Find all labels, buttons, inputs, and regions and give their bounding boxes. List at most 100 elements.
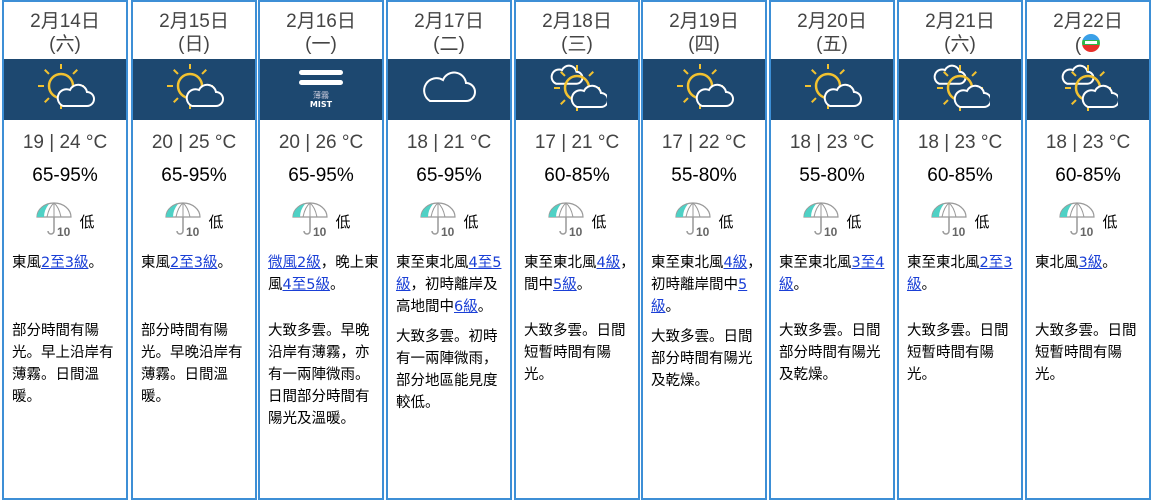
weekday-text: (日) [178, 34, 210, 55]
forecast-date: 2月16日 (一) [260, 10, 382, 56]
sun-cloud-icon [164, 62, 224, 116]
humidity-range: 65-95% [161, 165, 227, 186]
rain-probability-label: 低 [974, 212, 990, 231]
wind-force-link[interactable]: 2至3級 [41, 255, 89, 271]
rain-probability-label: 低 [79, 212, 95, 231]
humidity-range: 65-95% [416, 165, 482, 186]
rain-probability: 10 低 [899, 201, 1021, 241]
wind-text: 。 [88, 255, 103, 271]
wind-text: ，間中 [524, 255, 635, 293]
forecast-date: 2月14日 (六) [4, 10, 126, 56]
wind-force-link[interactable]: 4至5級 [282, 277, 330, 293]
svg-text:10: 10 [1080, 225, 1094, 239]
mist-icon: 薄霧 MIST [299, 70, 343, 109]
svg-text:10: 10 [569, 225, 583, 239]
umbrella-icon: 10 [674, 199, 714, 243]
rain-probability: 10 低 [260, 201, 382, 241]
weather-icon-band [516, 59, 638, 120]
wind-text: 。 [329, 277, 345, 293]
forecast-day-card: 2月21日 (六) 18 | 23 °C 60-85% 10 低 東至東北風2至3級… [897, 0, 1023, 500]
date-label: 2月19日 [669, 11, 739, 32]
weather-description: 大致多雲。日間短暫時間有陽光。 [1035, 323, 1137, 383]
mostly-cloudy-icon [1058, 63, 1120, 117]
wind-text: 。 [217, 255, 232, 271]
wind-text: 。 [665, 299, 681, 315]
wind-forecast: 東至東北風4至5級，初時離岸及高地間中6級。 [396, 252, 508, 318]
weather-description: 部分時間有陽光。早上沿岸有薄霧。日間溫暖。 [12, 323, 114, 405]
weekday-text: (六) [49, 34, 81, 55]
forecast-date: 2月17日 (二) [388, 10, 510, 56]
wind-force-link[interactable]: 2至3級 [170, 255, 218, 271]
svg-text:10: 10 [952, 225, 966, 239]
humidity-range: 60-85% [927, 165, 993, 186]
temperature-range: 19 | 24 °C [22, 132, 108, 153]
weekday-label: (四) [643, 33, 765, 56]
svg-text:10: 10 [313, 225, 327, 239]
rain-probability-label: 低 [718, 212, 734, 231]
umbrella-icon: 10 [291, 199, 331, 243]
weather-description: 大致多雲。早晚沿岸有薄霧，亦有一兩陣微雨。日間部分時間有陽光及溫暖。 [268, 323, 370, 427]
forecast-date: 2月19日 (四) [643, 10, 765, 56]
mostly-cloudy-icon [930, 63, 992, 117]
weather-icon-band [899, 59, 1021, 120]
rain-probability-label: 低 [208, 212, 224, 231]
temperature-range: 18 | 21 °C [406, 132, 492, 153]
wind-force-link[interactable]: 2至3級 [907, 255, 1013, 293]
rain-probability: 10 低 [133, 201, 255, 241]
rain-probability-label: 低 [335, 212, 351, 231]
humidity-range: 60-85% [1055, 165, 1121, 186]
rain-probability: 10 低 [516, 201, 638, 241]
wind-forecast: 東至東北風2至3級。 [907, 252, 1019, 312]
weekday-label: ( [1027, 33, 1149, 59]
date-label: 2月21日 [925, 11, 995, 32]
wind-force-link[interactable]: 4級 [723, 255, 748, 271]
wind-force-link[interactable]: 3級 [1078, 255, 1103, 271]
wind-force-link[interactable]: 4至5級 [396, 255, 502, 293]
rain-probability: 10 低 [643, 201, 765, 241]
wind-text: 。 [477, 299, 493, 315]
weather-icon-band [1027, 59, 1149, 120]
wind-text: 。 [921, 277, 937, 293]
weather-icon-band [643, 59, 765, 120]
wind-force-link[interactable]: 5級 [651, 277, 748, 315]
rain-probability-label: 低 [591, 212, 607, 231]
date-label: 2月20日 [797, 11, 867, 32]
wind-force-link[interactable]: 6級 [454, 299, 478, 315]
wind-force-link[interactable]: 3至4級 [779, 255, 885, 293]
weekday-label: (日) [133, 33, 255, 56]
wind-text: 東風 [12, 255, 41, 271]
weather-description: 大致多雲。日間部分時間有陽光及乾燥。 [779, 323, 881, 383]
weather-icon-band [4, 59, 126, 120]
weekday-text: (五) [816, 34, 848, 55]
date-label: 2月22日 [1053, 11, 1123, 32]
svg-text:10: 10 [824, 225, 838, 239]
date-label: 2月16日 [286, 11, 356, 32]
temperature-range: 17 | 22 °C [661, 132, 747, 153]
weather-description: 大致多雲。日間短暫時間有陽光。 [524, 323, 626, 383]
weekday-label: (六) [4, 33, 126, 56]
wind-text: 東至東北風 [907, 255, 980, 271]
wind-force-link[interactable]: 微風2級 [268, 255, 321, 271]
sun-cloud-icon [35, 62, 95, 116]
wind-text: 東至東北風 [651, 255, 724, 271]
icon-label-en: MIST [309, 100, 333, 109]
wind-forecast: 微風2級，晚上東風4至5級。 [268, 252, 380, 312]
forecast-day-card: 2月22日 ( 18 | 23 °C 60-85% 10 低 東北風3級。 大致多雲… [1025, 0, 1151, 500]
weather-description: 部分時間有陽光。早晚沿岸有薄霧。日間溫暖。 [141, 323, 243, 405]
forecast-day-card: 2月14日 (六) 19 | 24 °C 65-95% 10 低 東風2至3級。 部… [2, 0, 128, 500]
wind-force-link[interactable]: 4級 [596, 255, 621, 271]
wind-forecast: 東至東北風3至4級。 [779, 252, 891, 312]
weekday-text: (四) [688, 34, 720, 55]
wind-force-link[interactable]: 5級 [553, 277, 577, 293]
temperature-range: 18 | 23 °C [789, 132, 875, 153]
wind-forecast: 東北風3級。 [1035, 252, 1147, 312]
wind-text: 東北風 [1035, 255, 1079, 271]
wind-forecast: 東風2至3級。 [141, 252, 253, 312]
svg-text:10: 10 [186, 225, 200, 239]
humidity-range: 55-80% [671, 165, 737, 186]
wind-text: ，初時離岸間中 [651, 255, 762, 293]
wind-text: 東至東北風 [524, 255, 597, 271]
forecast-day-card: 2月19日 (四) 17 | 22 °C 55-80% 10 低 東至東北風4級，初… [641, 0, 767, 500]
weekday-text: (三) [561, 34, 593, 55]
wind-text: 。 [793, 277, 809, 293]
